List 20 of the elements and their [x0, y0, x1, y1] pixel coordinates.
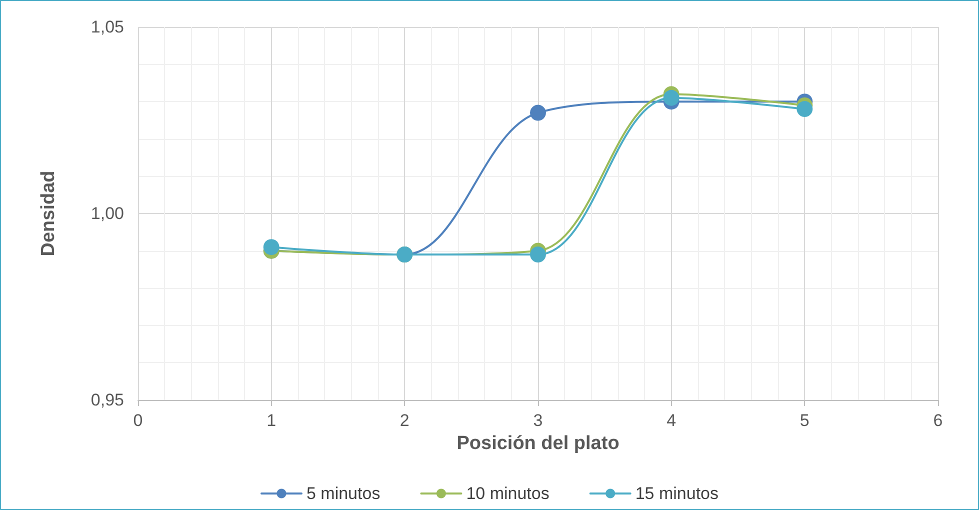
point	[663, 90, 680, 106]
x-tick-label: 4	[666, 411, 676, 430]
x-tick-label: 5	[800, 411, 810, 430]
y-axis-title: Densidad	[38, 170, 59, 256]
y-tick-label: 1,00	[90, 204, 124, 223]
x-tick-label: 3	[533, 411, 543, 430]
point	[263, 239, 280, 256]
point	[530, 246, 546, 263]
x-tick-label: 0	[133, 411, 143, 430]
x-tick-label: 6	[933, 411, 943, 430]
legend-label: 15 minutos	[635, 484, 719, 503]
x-tick-label: 2	[400, 411, 410, 430]
legend-label: 10 minutos	[466, 484, 550, 503]
x-axis-title: Posición del plato	[456, 433, 620, 454]
legend-label: 5 minutos	[306, 484, 380, 503]
point	[530, 104, 546, 121]
x-tick-label: 1	[266, 411, 276, 430]
point	[796, 101, 813, 118]
y-tick-label: 0,95	[90, 390, 124, 410]
y-tick-label: 1,05	[90, 18, 124, 36]
